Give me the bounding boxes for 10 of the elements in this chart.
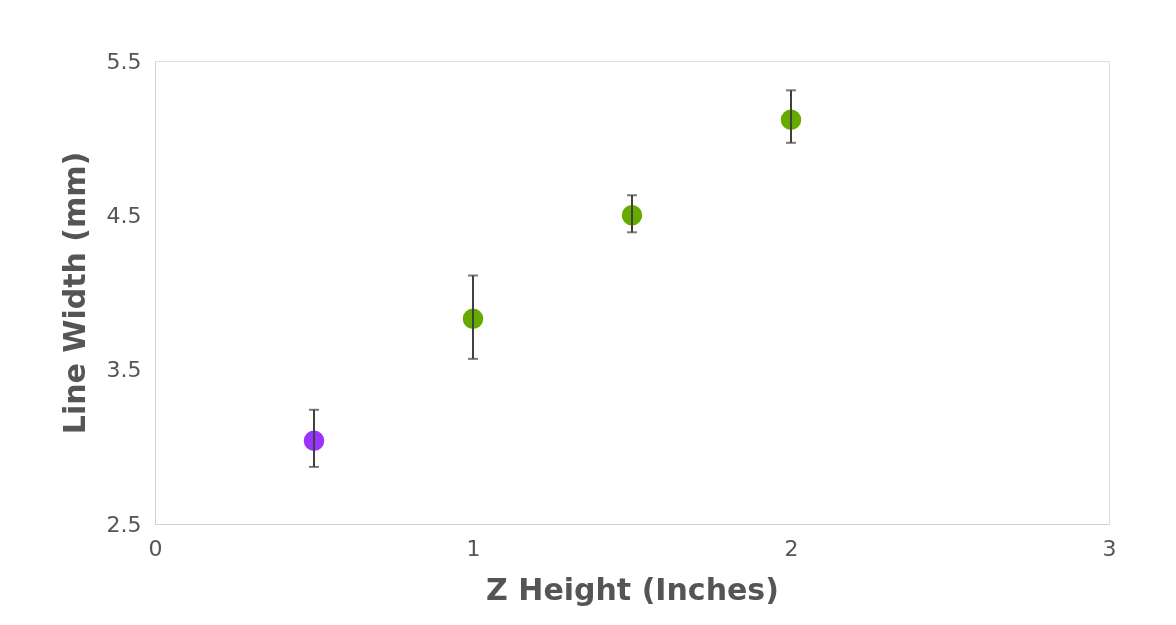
x-axis-title: Z Height (Inches) — [486, 571, 779, 607]
x-tick-label: 0 — [148, 535, 163, 561]
y-tick-label: 2.5 — [106, 511, 142, 537]
x-tick-label: 3 — [1102, 535, 1117, 561]
y-tick-label: 3.5 — [106, 357, 142, 383]
y-tick-label: 5.5 — [106, 48, 142, 74]
x-tick-label: 1 — [466, 535, 481, 561]
y-tick-label: 4.5 — [106, 202, 142, 228]
x-tick-label: 2 — [784, 535, 799, 561]
y-axis-title: Line Width (mm) — [56, 151, 92, 435]
